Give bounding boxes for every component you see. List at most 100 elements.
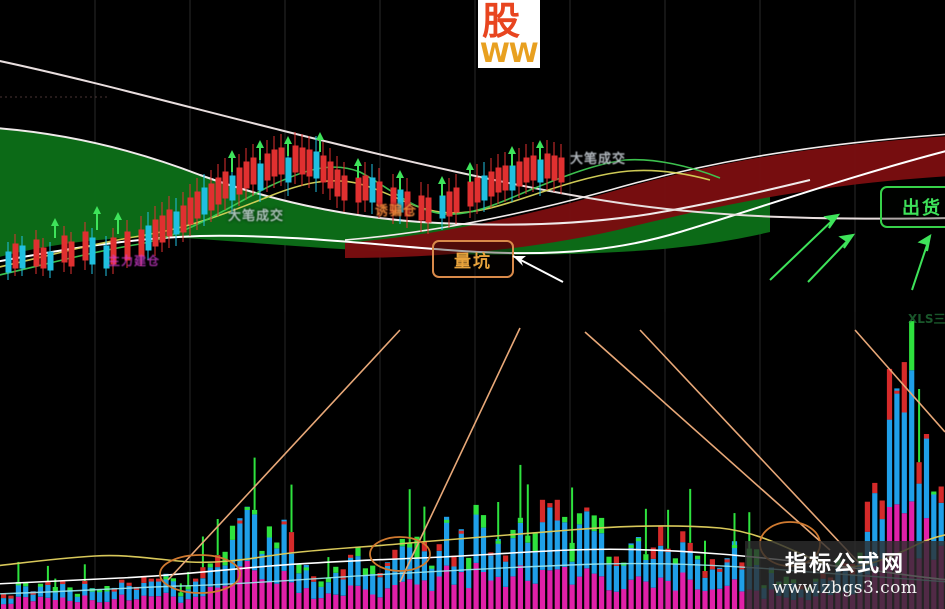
volume-bar-wick xyxy=(17,561,20,583)
volume-bar-segment xyxy=(495,539,501,577)
volume-bar-segment xyxy=(67,589,73,601)
volume-bar-segment xyxy=(429,590,435,609)
volume-bar-segment xyxy=(74,593,80,597)
volume-bar-segment xyxy=(421,551,427,581)
volume-bar-wick xyxy=(54,578,57,587)
volume-bar-segment xyxy=(709,559,715,570)
volume-bar-segment xyxy=(355,556,361,586)
volume-bar-segment xyxy=(229,583,236,609)
volume-bar-wick xyxy=(290,484,293,533)
volume-bar-segment xyxy=(584,507,590,512)
volume-bar-wick xyxy=(423,506,426,541)
volume-bar-segment xyxy=(311,598,317,609)
volume-bar-segment xyxy=(384,588,391,609)
volume-bar-segment xyxy=(355,585,361,609)
watermark-title: 指标公式网 xyxy=(784,551,905,577)
volume-bar-segment xyxy=(185,586,191,590)
volume-bar-segment xyxy=(606,564,612,591)
volume-bar-segment xyxy=(517,517,523,523)
volume-bar-segment xyxy=(119,579,125,583)
volume-bar-segment xyxy=(525,542,531,581)
volume-bar-wick xyxy=(526,484,529,536)
volume-bar-segment xyxy=(554,520,560,570)
annotation-chuhuo[interactable]: 出货 xyxy=(880,186,945,228)
volume-bar-wick xyxy=(179,583,182,593)
volume-bar-segment xyxy=(318,586,324,598)
volume-bar-segment xyxy=(539,522,546,570)
volume-bar-segment xyxy=(303,564,309,589)
volume-bar-segment xyxy=(193,579,199,597)
volume-bar-segment xyxy=(539,499,546,523)
annotation-liangkeng[interactable]: 量坑 xyxy=(432,240,514,278)
volume-bar-segment xyxy=(163,592,169,609)
volume-bar-segment xyxy=(938,502,944,546)
volume-bar-segment xyxy=(296,592,302,609)
volume-bar-segment xyxy=(185,599,191,609)
volume-bar-segment xyxy=(591,531,597,574)
site-logo-url-fragment: WW xyxy=(480,38,539,68)
volume-bar-segment xyxy=(244,507,250,510)
volume-bar-segment xyxy=(923,434,930,439)
volume-bar-segment xyxy=(569,542,575,562)
volume-bar-segment xyxy=(126,585,132,601)
volume-bar-segment xyxy=(89,600,95,609)
volume-bar-segment xyxy=(15,582,21,586)
volume-bar-segment xyxy=(665,580,671,609)
volume-bar-segment xyxy=(628,545,634,548)
volume-bar-segment xyxy=(296,573,302,593)
volume-bar-segment xyxy=(325,593,331,609)
volume-bar-segment xyxy=(259,550,265,554)
volume-bar-segment xyxy=(680,531,686,543)
volume-bar-segment xyxy=(60,581,66,598)
volume-bar-segment xyxy=(74,602,80,609)
volume-bar-segment xyxy=(82,583,88,596)
volume-bar-segment xyxy=(569,561,575,585)
volume-bar-segment xyxy=(37,586,44,597)
volume-bar-segment xyxy=(643,554,649,560)
volume-bar-segment xyxy=(901,362,907,413)
volume-bar-segment xyxy=(252,570,258,609)
volume-bar-segment xyxy=(348,557,354,586)
volume-bar-segment xyxy=(67,587,73,591)
volume-bar-segment xyxy=(650,587,656,609)
volume-bar-segment xyxy=(8,603,14,609)
volume-bar-segment xyxy=(872,493,878,567)
volume-bar-segment xyxy=(458,530,464,534)
volume-bar-segment xyxy=(591,515,597,532)
volume-bar-segment xyxy=(89,588,95,601)
volume-bar-segment xyxy=(503,555,509,562)
volume-bar-segment xyxy=(148,578,154,582)
trend-line-down-3 xyxy=(854,329,945,433)
volume-bar-segment xyxy=(244,506,250,561)
volume-bar-segment xyxy=(503,561,509,587)
volume-bar-segment xyxy=(392,549,398,559)
site-logo-badge: 股 WW xyxy=(478,0,540,68)
volume-bar-segment xyxy=(303,567,309,571)
watermark: 指标公式网 www.zbgs3.com xyxy=(745,541,945,609)
volume-bar-segment xyxy=(466,588,472,609)
volume-bar-segment xyxy=(377,597,383,609)
volume-bar-segment xyxy=(724,559,730,563)
volume-bar-segment xyxy=(421,580,427,609)
volume-bar-segment xyxy=(436,544,442,551)
price-chart-panel[interactable]: 量坑 出货 大笔成交 大笔成交 诱骗仓 主力建仓 xyxy=(0,0,945,312)
volume-bar-segment xyxy=(384,562,391,589)
volume-bar-segment xyxy=(879,500,885,520)
channel-mid-white-line xyxy=(0,60,945,220)
volume-bar-segment xyxy=(82,580,88,584)
volume-bar-segment xyxy=(731,579,738,609)
volume-bar-segment xyxy=(60,597,66,609)
volume-bar-segment xyxy=(37,596,44,609)
volume-bar-segment xyxy=(111,587,117,600)
annotation-chuhuo-label: 出货 xyxy=(902,198,942,219)
volume-bar-segment xyxy=(547,507,553,571)
volume-bar-segment xyxy=(525,535,531,543)
volume-bar-segment xyxy=(621,564,627,589)
volume-bar-wick xyxy=(571,487,574,543)
volume-bar-segment xyxy=(296,564,302,574)
annotation-dabi-chengjiao-2: 大笔成交 xyxy=(570,152,627,167)
volume-bar-segment xyxy=(340,595,346,609)
volume-bar-segment xyxy=(628,543,634,580)
volume-bar-segment xyxy=(259,579,265,609)
volume-bar-segment xyxy=(193,596,199,609)
